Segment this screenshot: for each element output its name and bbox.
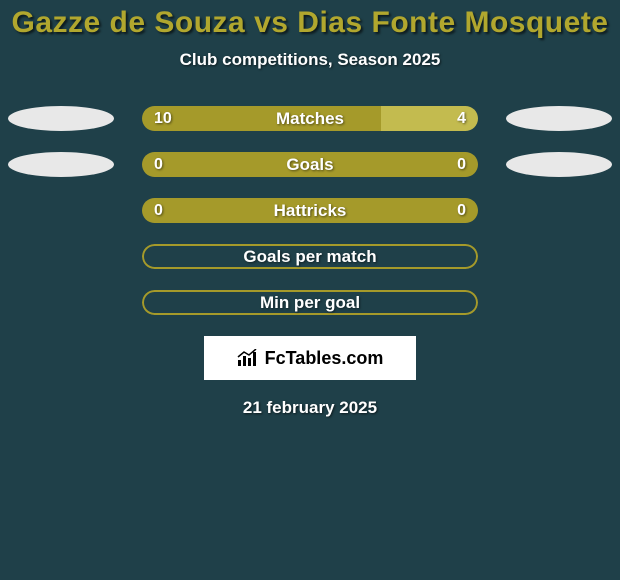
stat-row-goals: 0 0 Goals xyxy=(0,152,620,177)
stat-row-gpm: Goals per match xyxy=(0,244,620,269)
ellipse-spacer-right xyxy=(506,290,612,315)
player2-name: Dias Fonte Mosquete xyxy=(297,6,608,39)
bar-left-goals: 0 xyxy=(142,152,310,177)
bar-goals: 0 0 Goals xyxy=(142,152,478,177)
bar-left-matches: 10 xyxy=(142,106,381,131)
stat-row-hattricks: 0 0 Hattricks xyxy=(0,198,620,223)
ellipse-spacer-left xyxy=(8,290,114,315)
ellipse-right-matches xyxy=(506,106,612,131)
player1-name: Gazze de Souza xyxy=(12,6,246,39)
logo-text: FcTables.com xyxy=(265,348,384,369)
ellipse-left-goals xyxy=(8,152,114,177)
ellipse-left-matches xyxy=(8,106,114,131)
stat-rows: 10 4 Matches 0 0 Goals xyxy=(0,106,620,315)
bar-single-gpm xyxy=(142,244,478,269)
val-right-goals: 0 xyxy=(457,156,466,174)
page-title: Gazze de Souza vs Dias Fonte Mosquete xyxy=(0,0,620,40)
subtitle: Club competitions, Season 2025 xyxy=(0,50,620,70)
bar-right-matches: 4 xyxy=(381,106,478,131)
ellipse-spacer-left xyxy=(8,198,114,223)
bar-matches: 10 4 Matches xyxy=(142,106,478,131)
val-right-hattricks: 0 xyxy=(457,202,466,220)
bar-gpm: Goals per match xyxy=(142,244,478,269)
ellipse-spacer-left xyxy=(8,244,114,269)
comparison-infographic: Gazze de Souza vs Dias Fonte Mosquete Cl… xyxy=(0,0,620,580)
vs-text: vs xyxy=(254,6,288,39)
val-left-matches: 10 xyxy=(154,110,172,128)
bar-right-goals: 0 xyxy=(310,152,478,177)
logo-box: FcTables.com xyxy=(204,336,416,380)
val-left-goals: 0 xyxy=(154,156,163,174)
val-left-hattricks: 0 xyxy=(154,202,163,220)
footer-date: 21 february 2025 xyxy=(0,398,620,418)
ellipse-spacer-right xyxy=(506,244,612,269)
bar-left-hattricks: 0 xyxy=(142,198,310,223)
stat-row-matches: 10 4 Matches xyxy=(0,106,620,131)
bar-right-hattricks: 0 xyxy=(310,198,478,223)
bar-single-mpg xyxy=(142,290,478,315)
bar-hattricks: 0 0 Hattricks xyxy=(142,198,478,223)
val-right-matches: 4 xyxy=(457,110,466,128)
ellipse-right-goals xyxy=(506,152,612,177)
stat-row-mpg: Min per goal xyxy=(0,290,620,315)
bar-mpg: Min per goal xyxy=(142,290,478,315)
bar-chart-icon xyxy=(237,349,259,367)
ellipse-spacer-right xyxy=(506,198,612,223)
